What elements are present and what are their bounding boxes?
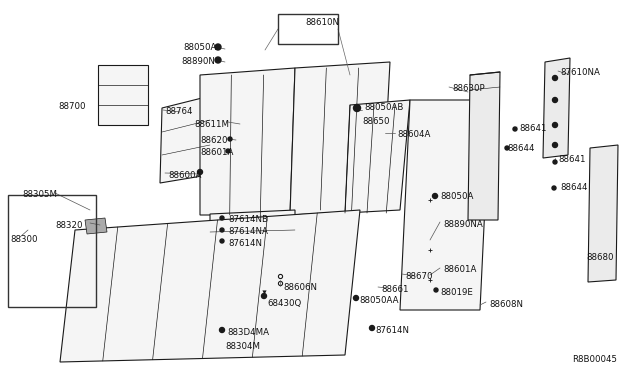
Circle shape xyxy=(220,327,225,333)
Text: 88620: 88620 xyxy=(200,136,227,145)
Text: 88050AB: 88050AB xyxy=(364,103,403,112)
Circle shape xyxy=(552,142,557,148)
Text: 88611M: 88611M xyxy=(194,120,229,129)
Circle shape xyxy=(220,228,224,232)
Circle shape xyxy=(228,137,232,141)
Circle shape xyxy=(552,186,556,190)
Polygon shape xyxy=(468,72,500,220)
Circle shape xyxy=(505,146,509,150)
Circle shape xyxy=(220,216,224,220)
Text: 88305M: 88305M xyxy=(22,190,57,199)
Text: 88670: 88670 xyxy=(405,272,433,281)
Polygon shape xyxy=(345,100,410,213)
Text: 88600A: 88600A xyxy=(168,171,202,180)
Circle shape xyxy=(513,127,517,131)
Text: 87614NB: 87614NB xyxy=(228,215,268,224)
Text: 88604A: 88604A xyxy=(397,130,430,139)
Text: 88890NA: 88890NA xyxy=(443,220,483,229)
Circle shape xyxy=(552,97,557,103)
Text: 88764: 88764 xyxy=(165,107,193,116)
Text: 88050AA: 88050AA xyxy=(359,296,399,305)
Text: R8B00045: R8B00045 xyxy=(572,355,617,364)
Text: 88661: 88661 xyxy=(381,285,408,294)
Text: 88650: 88650 xyxy=(362,117,390,126)
Text: 88641: 88641 xyxy=(558,155,586,164)
Circle shape xyxy=(369,326,374,330)
Polygon shape xyxy=(200,68,295,215)
Polygon shape xyxy=(290,62,390,215)
Polygon shape xyxy=(588,145,618,282)
Text: 88019E: 88019E xyxy=(440,288,473,297)
Text: 88601A: 88601A xyxy=(443,265,476,274)
Text: 88300: 88300 xyxy=(10,235,38,244)
Circle shape xyxy=(215,57,221,63)
Polygon shape xyxy=(60,210,360,362)
Text: 88050A: 88050A xyxy=(440,192,474,201)
Polygon shape xyxy=(160,96,210,183)
Bar xyxy=(278,14,338,44)
Polygon shape xyxy=(210,210,295,252)
Circle shape xyxy=(226,149,230,153)
Circle shape xyxy=(434,288,438,292)
Text: 88680: 88680 xyxy=(586,253,614,262)
Text: 88630P: 88630P xyxy=(452,84,484,93)
Circle shape xyxy=(353,295,358,301)
Text: 87614N: 87614N xyxy=(375,326,409,335)
Circle shape xyxy=(433,193,438,199)
Bar xyxy=(8,195,96,307)
Text: 88320: 88320 xyxy=(55,221,83,230)
Polygon shape xyxy=(543,58,570,158)
Circle shape xyxy=(353,105,360,112)
Circle shape xyxy=(552,122,557,128)
Circle shape xyxy=(262,294,266,298)
Text: 87614NA: 87614NA xyxy=(228,227,268,236)
Text: 88610N: 88610N xyxy=(305,18,339,27)
Polygon shape xyxy=(85,218,107,234)
Circle shape xyxy=(215,44,221,50)
Polygon shape xyxy=(98,65,148,125)
Text: 88601A: 88601A xyxy=(200,148,234,157)
Circle shape xyxy=(198,170,202,174)
Text: 88644: 88644 xyxy=(507,144,534,153)
Text: 88050A: 88050A xyxy=(183,43,216,52)
Text: 87610NA: 87610NA xyxy=(560,68,600,77)
Text: 883D4MA: 883D4MA xyxy=(227,328,269,337)
Text: 88700: 88700 xyxy=(58,102,86,111)
Text: 88641: 88641 xyxy=(519,124,547,133)
Text: 68430Q: 68430Q xyxy=(267,299,301,308)
Text: 88608N: 88608N xyxy=(489,300,523,309)
Circle shape xyxy=(552,76,557,80)
Text: 88606N: 88606N xyxy=(283,283,317,292)
Polygon shape xyxy=(400,100,490,310)
Text: 87614N: 87614N xyxy=(228,239,262,248)
Text: 88304M: 88304M xyxy=(225,342,260,351)
Circle shape xyxy=(553,160,557,164)
Text: 88890N: 88890N xyxy=(181,57,215,66)
Circle shape xyxy=(220,239,224,243)
Text: 88644: 88644 xyxy=(560,183,588,192)
